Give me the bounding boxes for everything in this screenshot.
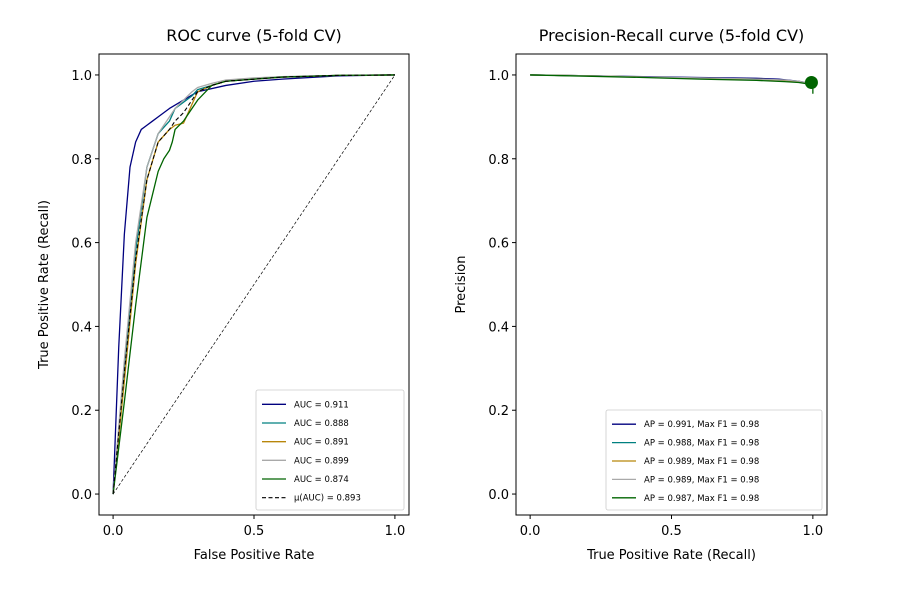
- chart-title: Precision-Recall curve (5-fold CV): [539, 26, 805, 45]
- legend-entry-label: AUC = 0.891: [294, 438, 349, 448]
- legend-entry-label: μ(AUC) = 0.893: [294, 494, 361, 504]
- x-tick-label: 0.0: [103, 524, 124, 539]
- y-tick-label: 0.8: [71, 153, 92, 168]
- legend-entry-label: AUC = 0.888: [294, 419, 349, 429]
- y-tick-label: 0.6: [488, 237, 509, 252]
- plot-area: [112, 74, 396, 495]
- y-tick-label: 0.2: [488, 404, 509, 419]
- x-tick-label: 0.5: [661, 524, 682, 539]
- series-line-4: [530, 74, 814, 94]
- axes-frame: [98, 53, 410, 516]
- y-tick-label: 0.0: [488, 488, 509, 503]
- chance-diagonal-line: [112, 74, 396, 495]
- y-tick-label: 0.4: [488, 320, 509, 335]
- y-tick-label: 1.0: [488, 69, 509, 84]
- axes-frame: [515, 53, 828, 516]
- x-tick-label: 0.0: [520, 524, 541, 539]
- legend-entry-label: AP = 0.989, Max F1 = 0.98: [644, 475, 759, 485]
- x-axis-label: False Positive Rate: [194, 548, 315, 563]
- roc-panel: ROC curve (5-fold CV) 0.0 0.5 1.0 0.0 0.2 0.4 0…: [37, 26, 410, 563]
- series-line-3: [112, 74, 395, 495]
- legend: AP = 0.991, Max F1 = 0.98 AP = 0.988, Max…: [605, 409, 823, 511]
- y-tick-label: 1.0: [71, 69, 92, 84]
- y-tick-label: 0.8: [488, 153, 509, 168]
- y-tick-label: 0.2: [71, 404, 92, 419]
- chart-title: ROC curve (5-fold CV): [166, 26, 342, 45]
- max-f1-point: [804, 75, 818, 89]
- legend-entry-label: AUC = 0.899: [294, 456, 349, 466]
- pr-panel: Precision-Recall curve (5-fold CV) 0.0 0.5…: [454, 26, 828, 563]
- series-line-5: [112, 74, 395, 495]
- legend-box: [255, 389, 405, 511]
- legend-entry-label: AP = 0.988, Max F1 = 0.98: [644, 439, 759, 449]
- legend-entry-label: AP = 0.989, Max F1 = 0.98: [644, 457, 759, 467]
- legend-entry-label: AP = 0.987, Max F1 = 0.98: [644, 494, 759, 504]
- y-tick-label: 0.0: [71, 488, 92, 503]
- y-axis-label: Precision: [454, 255, 469, 313]
- y-axis-label: True Positive Rate (Recall): [37, 200, 52, 370]
- plot-area: [530, 74, 814, 94]
- x-tick-label: 1.0: [385, 524, 406, 539]
- y-tick-label: 0.6: [71, 237, 92, 252]
- legend-entry-label: AUC = 0.911: [294, 400, 349, 410]
- series-line-0: [112, 74, 395, 495]
- x-tick-label: 1.0: [803, 524, 824, 539]
- y-tick-label: 0.4: [71, 320, 92, 335]
- legend-entry-label: AUC = 0.874: [294, 475, 349, 485]
- x-axis-label: True Positive Rate (Recall): [586, 548, 756, 563]
- legend-box: [605, 409, 823, 511]
- legend: AUC = 0.911 AUC = 0.888 AUC = 0.891 AUC = 0…: [255, 389, 405, 511]
- legend-entry-label: AP = 0.991, Max F1 = 0.98: [644, 420, 759, 430]
- x-tick-label: 0.5: [244, 524, 265, 539]
